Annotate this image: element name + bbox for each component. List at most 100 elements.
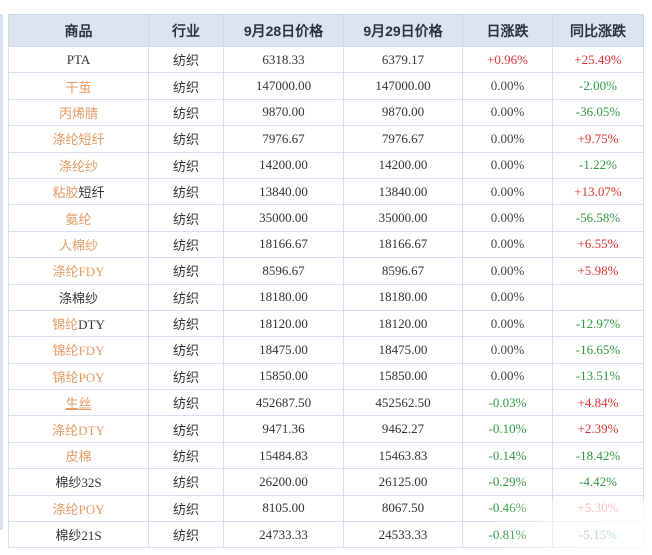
commodity-name-cell: 棉纱32S [8, 468, 149, 496]
commodity-link[interactable]: 丙烯腈 [58, 105, 98, 121]
commodity-link[interactable]: 皮棉 [65, 449, 92, 465]
table-row: 锦纶FDY 纺织 18475.00 18475.00 0.00% -16.65% [8, 336, 644, 364]
commodity-name-text: 短纤 [78, 185, 105, 201]
daily-change-cell: 0.00% [462, 336, 553, 364]
commodity-name-cell: PTA [8, 45, 149, 74]
daily-change-cell: -0.46% [462, 494, 553, 523]
daily-change-cell: 0.00% [462, 230, 553, 259]
industry-cell: 纺织 [148, 521, 224, 549]
daily-change-cell: -0.03% [462, 389, 553, 417]
commodity-link[interactable]: 生丝 [65, 396, 92, 412]
price-sep29-cell: 18120.00 [343, 309, 463, 338]
price-sep29-cell: 15850.00 [343, 362, 463, 391]
table-row: 皮棉 纺织 15484.83 15463.83 -0.14% -18.42% [8, 441, 644, 470]
industry-cell: 纺织 [148, 309, 224, 338]
price-sep29-cell: 452562.50 [343, 389, 463, 417]
col-header-yoy-change: 同比涨跌 [552, 14, 644, 47]
commodity-name-cell: 涤棉纱 [8, 283, 149, 311]
commodity-name-cell: 涤纶短纤 [8, 125, 149, 153]
commodity-link[interactable]: 人棉纱 [58, 237, 98, 253]
yoy-change-cell: -2.00% [552, 72, 644, 100]
commodity-link[interactable]: 锦纶POY [52, 369, 105, 385]
price-sep29-cell: 18166.67 [343, 230, 463, 259]
industry-cell: 纺织 [148, 257, 224, 285]
table-row: 人棉纱 纺织 18166.67 18166.67 0.00% +6.55% [8, 230, 644, 259]
price-sep28-cell: 452687.50 [223, 389, 344, 417]
daily-change-cell: 0.00% [462, 309, 553, 338]
commodity-name-cell: 皮棉 [8, 441, 149, 470]
industry-cell: 纺织 [148, 45, 224, 74]
industry-cell: 纺织 [148, 125, 224, 153]
yoy-change-cell: +6.55% [552, 230, 644, 259]
table-row: 涤纶POY 纺织 8105.00 8067.50 -0.46% +5.30% [8, 494, 644, 523]
price-sep28-cell: 15850.00 [223, 362, 344, 391]
commodity-link[interactable]: 锦纶 [52, 317, 79, 333]
commodity-name-cell: 人棉纱 [8, 230, 149, 259]
price-sep28-cell: 18166.67 [223, 230, 344, 259]
yoy-change-cell: +4.84% [552, 389, 644, 417]
price-sep28-cell: 18180.00 [223, 283, 344, 311]
yoy-change-cell: -12.97% [552, 309, 644, 338]
page-left-edge-decoration [0, 14, 3, 530]
yoy-change-cell: -5.15% [552, 521, 644, 549]
yoy-change-cell: -16.65% [552, 336, 644, 364]
yoy-change-cell: +2.39% [552, 415, 644, 443]
daily-change-cell: 0.00% [462, 177, 553, 206]
table-row: 粘胶短纤 纺织 13840.00 13840.00 0.00% +13.07% [8, 177, 644, 206]
commodity-link[interactable]: 锦纶FDY [52, 343, 105, 359]
col-header-commodity: 商品 [8, 14, 149, 47]
commodity-link[interactable]: 涤纶短纤 [52, 132, 105, 148]
commodity-name-cell: 氨纶 [8, 204, 149, 232]
industry-cell: 纺织 [148, 151, 224, 179]
daily-change-cell: -0.81% [462, 521, 553, 549]
industry-cell: 纺织 [148, 468, 224, 496]
industry-cell: 纺织 [148, 415, 224, 443]
commodity-name-cell: 涤纶DTY [8, 415, 149, 443]
commodity-link[interactable]: 涤纶POY [52, 501, 105, 517]
table-row: 涤棉纱 纺织 18180.00 18180.00 0.00% [8, 283, 644, 311]
commodity-name-text: 棉纱21S [55, 528, 102, 544]
yoy-change-cell: +5.98% [552, 257, 644, 285]
commodity-name-cell: 锦纶DTY [8, 309, 149, 338]
price-sep28-cell: 35000.00 [223, 204, 344, 232]
table-row: 棉纱21S 纺织 24733.33 24533.33 -0.81% -5.15% [8, 521, 644, 549]
industry-cell: 纺织 [148, 177, 224, 206]
commodity-name-cell: 锦纶POY [8, 362, 149, 391]
yoy-change-cell: -56.58% [552, 204, 644, 232]
price-sep28-cell: 9471.36 [223, 415, 344, 443]
yoy-change-cell: +13.07% [552, 177, 644, 206]
col-header-daily-change: 日涨跌 [462, 14, 553, 47]
price-sep28-cell: 9870.00 [223, 98, 344, 127]
commodity-link[interactable]: 涤纶FDY [52, 264, 105, 280]
table-row: 干茧 纺织 147000.00 147000.00 0.00% -2.00% [8, 72, 644, 100]
commodity-link[interactable]: 粘胶 [52, 185, 79, 201]
industry-cell: 纺织 [148, 362, 224, 391]
col-header-price-sep28: 9月28日价格 [223, 14, 344, 47]
table-row: 涤纶DTY 纺织 9471.36 9462.27 -0.10% +2.39% [8, 415, 644, 443]
price-sep28-cell: 24733.33 [223, 521, 344, 549]
yoy-change-cell: +25.49% [552, 45, 644, 74]
industry-cell: 纺织 [148, 336, 224, 364]
commodity-link[interactable]: 涤纶DTY [52, 422, 105, 438]
commodity-name-text: 涤棉纱 [58, 290, 98, 306]
commodity-link[interactable]: 涤纶纱 [58, 158, 98, 174]
daily-change-cell: 0.00% [462, 125, 553, 153]
table-row: 生丝 纺织 452687.50 452562.50 -0.03% +4.84% [8, 389, 644, 417]
yoy-change-cell [552, 283, 644, 311]
table-row: 棉纱32S 纺织 26200.00 26125.00 -0.29% -4.42% [8, 468, 644, 496]
daily-change-cell: 0.00% [462, 283, 553, 311]
commodity-name-cell: 丙烯腈 [8, 98, 149, 127]
commodity-name-text: DTY [78, 317, 105, 333]
yoy-change-cell: +9.75% [552, 125, 644, 153]
industry-cell: 纺织 [148, 98, 224, 127]
yoy-change-cell: +5.30% [552, 494, 644, 523]
commodity-link[interactable]: 氨纶 [65, 211, 92, 227]
price-sep29-cell: 9462.27 [343, 415, 463, 443]
col-header-price-sep29: 9月29日价格 [343, 14, 463, 47]
yoy-change-cell: -36.05% [552, 98, 644, 127]
price-sep29-cell: 18475.00 [343, 336, 463, 364]
daily-change-cell: 0.00% [462, 257, 553, 285]
industry-cell: 纺织 [148, 494, 224, 523]
price-sep28-cell: 18120.00 [223, 309, 344, 338]
commodity-link[interactable]: 干茧 [65, 79, 92, 95]
